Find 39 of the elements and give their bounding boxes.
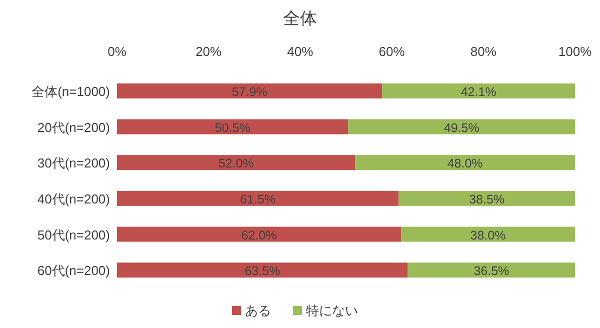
bar (117, 155, 356, 170)
bar (355, 155, 575, 170)
data-label: 57.9% (232, 84, 268, 99)
data-label: 48.0% (447, 156, 483, 171)
data-label: 38.5% (469, 192, 505, 206)
y-tick-label: 30代(n=200) (37, 156, 110, 171)
x-tick-label: 80% (470, 44, 497, 59)
bar (348, 119, 575, 134)
y-tick-label: 60代(n=200) (37, 263, 110, 278)
data-label: 50.5% (214, 120, 250, 135)
bar (400, 226, 575, 242)
y-tick-label: 50代(n=200) (37, 227, 110, 242)
data-label: 61.5% (240, 192, 276, 206)
y-tick-label: 全体(n=1000) (32, 84, 110, 99)
data-label: 49.5% (444, 120, 480, 135)
data-label: 36.5% (474, 264, 510, 278)
chart-title: 全体 (283, 9, 317, 28)
x-tick-label: 20% (196, 44, 222, 59)
bar (117, 83, 382, 98)
x-tick-label: 100% (558, 44, 592, 59)
x-tick-label: 0% (108, 44, 127, 59)
data-label: 38.0% (470, 228, 506, 242)
data-label: 52.0% (218, 156, 254, 171)
legend-label: 特にない (306, 303, 358, 318)
y-tick-label: 40代(n=200) (37, 191, 110, 206)
bar (117, 119, 348, 134)
bar (382, 83, 575, 98)
x-tick-label: 60% (378, 44, 406, 59)
bar (117, 262, 408, 278)
data-label: 42.1% (460, 84, 496, 99)
data-label: 62.0% (241, 228, 277, 242)
legend-label: ある (245, 303, 271, 318)
x-tick-label: 40% (287, 44, 314, 59)
y-tick-label: 20代(n=200) (37, 120, 110, 135)
data-label: 63.5% (244, 264, 280, 278)
bar (398, 190, 575, 206)
bar (408, 262, 575, 278)
bar (117, 226, 401, 242)
bar (117, 190, 399, 206)
